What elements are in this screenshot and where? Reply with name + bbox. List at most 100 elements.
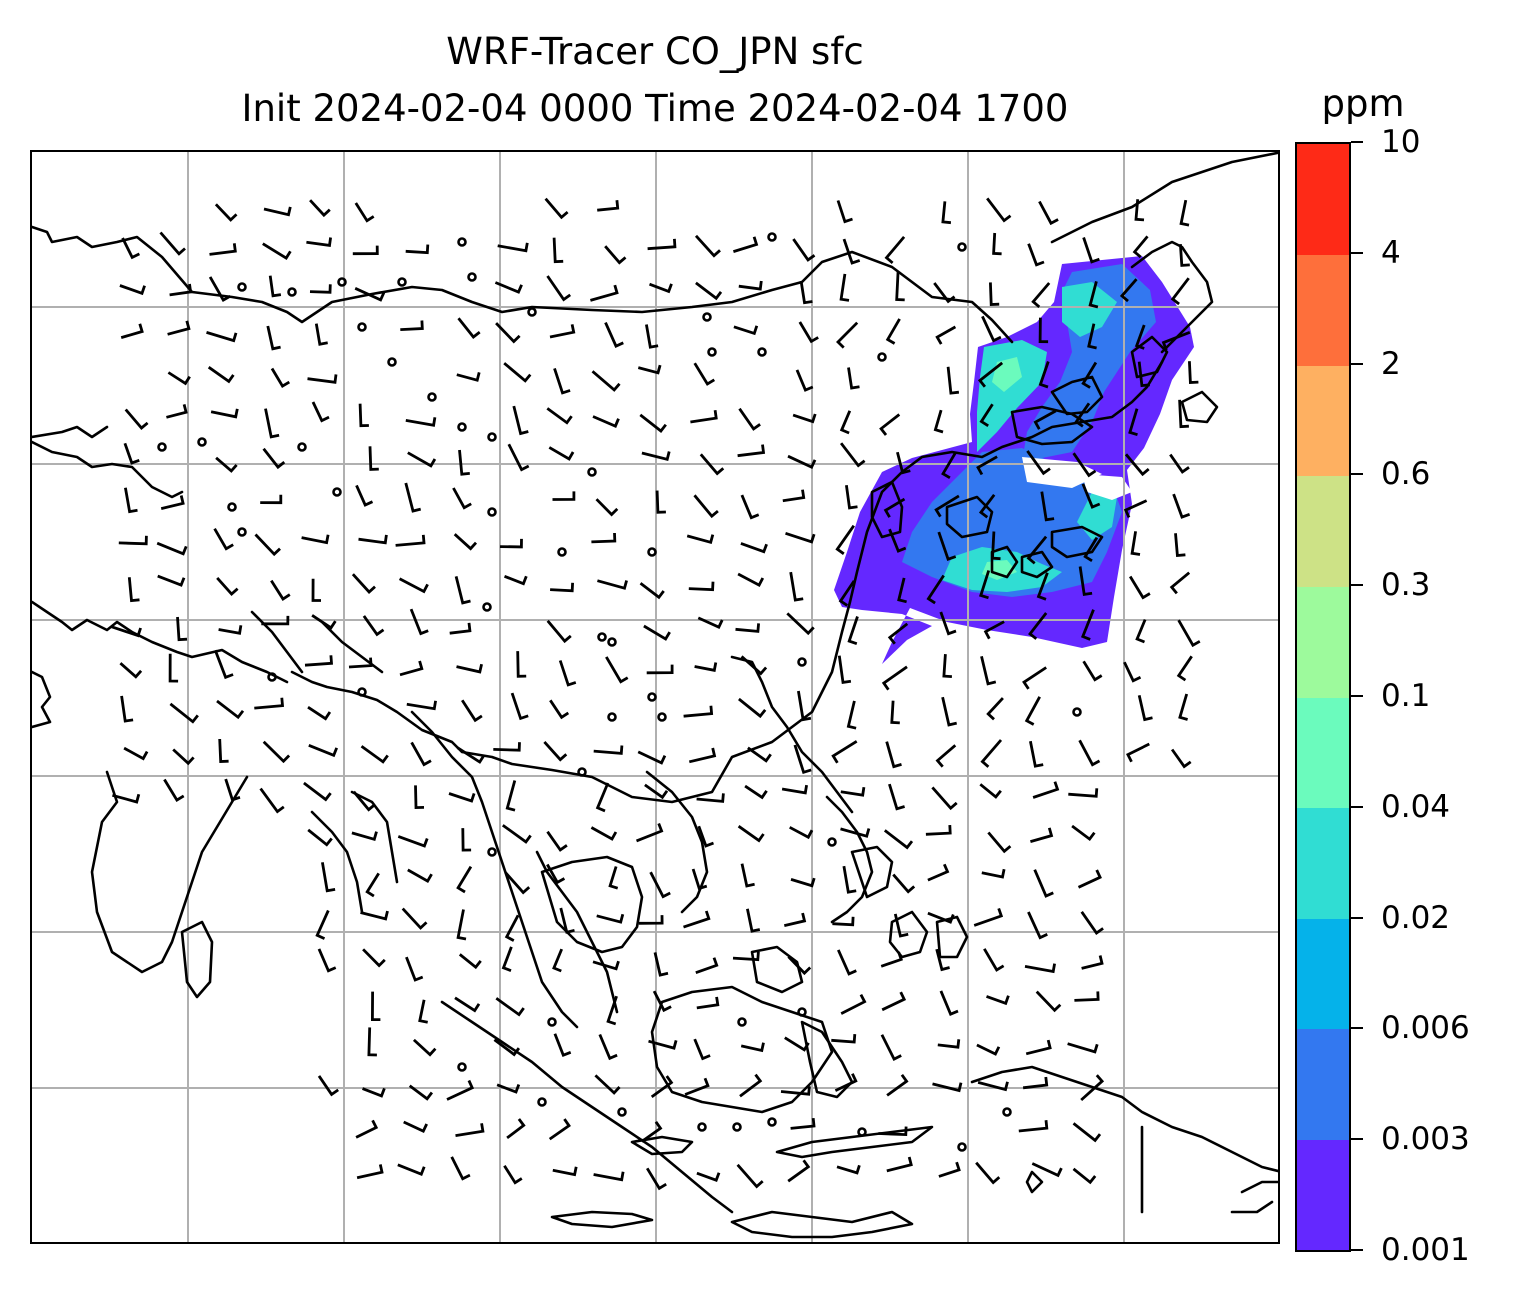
wind-barb bbox=[262, 242, 292, 261]
wind-barb bbox=[124, 408, 149, 430]
wind-barb bbox=[595, 782, 610, 813]
colorbar-segment bbox=[1297, 144, 1349, 256]
wind-barb bbox=[840, 786, 866, 797]
wind-barb bbox=[1083, 536, 1099, 562]
wind-barb bbox=[304, 655, 334, 667]
wind-barb bbox=[699, 453, 725, 476]
wind-barb bbox=[414, 785, 425, 810]
wind-barb bbox=[261, 615, 290, 626]
wind-barb bbox=[884, 235, 906, 264]
calm-wind-marker bbox=[647, 692, 657, 702]
calm-wind-marker bbox=[737, 1017, 747, 1027]
wind-barb bbox=[160, 495, 185, 510]
calm-wind-marker bbox=[332, 487, 342, 497]
wind-barb bbox=[404, 482, 422, 513]
wind-barb bbox=[935, 325, 957, 345]
wind-barb bbox=[163, 778, 185, 803]
colorbar-tick-label: 4 bbox=[1381, 234, 1401, 271]
wind-barb bbox=[1176, 655, 1193, 682]
wind-barb bbox=[408, 1084, 434, 1101]
wind-barb bbox=[886, 1156, 913, 1173]
colorbar-tick bbox=[1351, 362, 1363, 365]
wind-barb bbox=[986, 697, 1004, 721]
wind-barb bbox=[643, 624, 671, 641]
wind-barb bbox=[790, 1117, 816, 1130]
wind-barb bbox=[456, 372, 481, 382]
calm-wind-marker bbox=[487, 847, 497, 857]
wind-barb bbox=[880, 951, 903, 968]
wind-barb bbox=[1018, 1120, 1049, 1133]
coastline-path bbox=[32, 440, 184, 499]
wind-barb bbox=[1038, 317, 1049, 344]
wind-barb bbox=[942, 654, 952, 678]
colorbar-tick-label: 0.1 bbox=[1381, 678, 1431, 714]
wind-barb bbox=[1027, 243, 1045, 267]
wind-barb bbox=[552, 237, 564, 264]
wind-barb bbox=[696, 793, 725, 803]
wind-barb bbox=[883, 497, 906, 518]
wind-barb bbox=[738, 697, 767, 719]
wind-barb bbox=[1130, 531, 1141, 556]
wind-barb bbox=[1134, 324, 1146, 350]
wind-barb bbox=[597, 579, 628, 590]
wind-barb bbox=[1078, 566, 1093, 596]
wind-barb bbox=[593, 745, 624, 755]
calm-wind-marker bbox=[547, 1017, 557, 1027]
calm-wind-marker bbox=[697, 1122, 707, 1132]
coastline-path bbox=[730, 1210, 914, 1239]
wind-barb bbox=[976, 1043, 1001, 1056]
wind-barb bbox=[1033, 409, 1057, 430]
wind-barb bbox=[1072, 452, 1097, 478]
coastline-path bbox=[888, 910, 929, 959]
wind-barb bbox=[159, 231, 186, 256]
wind-barb bbox=[1025, 1039, 1052, 1056]
calm-wind-marker bbox=[557, 547, 567, 557]
wind-barb bbox=[262, 447, 286, 470]
wind-barb bbox=[546, 407, 573, 425]
map-panel[interactable] bbox=[30, 150, 1280, 1244]
colorbar-tick-label: 10 bbox=[1381, 124, 1421, 160]
calm-wind-marker bbox=[877, 352, 887, 362]
wind-barb bbox=[405, 956, 424, 982]
calm-wind-marker bbox=[457, 422, 467, 432]
wind-barb bbox=[370, 991, 381, 1021]
colorbar-tick bbox=[1351, 695, 1363, 697]
wind-barb bbox=[973, 907, 1004, 927]
wind-barb bbox=[311, 578, 321, 602]
wind-barb bbox=[746, 908, 761, 933]
wind-barb bbox=[590, 826, 618, 841]
wind-barb bbox=[259, 787, 285, 814]
wind-barb bbox=[836, 1164, 861, 1175]
wind-barb bbox=[688, 747, 717, 764]
wind-barb bbox=[254, 533, 281, 557]
wind-barb bbox=[365, 872, 380, 898]
wind-barb bbox=[461, 699, 483, 723]
wind-barb bbox=[1029, 740, 1044, 768]
wind-barb bbox=[120, 323, 144, 339]
wind-barb bbox=[879, 413, 901, 436]
calm-wind-marker bbox=[757, 347, 767, 357]
wind-barb bbox=[792, 413, 817, 424]
colorbar-tick bbox=[1351, 1249, 1363, 1251]
wind-barb bbox=[401, 907, 428, 930]
wind-barb bbox=[1169, 453, 1190, 474]
calm-wind-marker bbox=[797, 657, 807, 667]
wind-barb bbox=[303, 781, 332, 802]
wind-barb bbox=[935, 744, 957, 768]
wind-barb bbox=[367, 1027, 377, 1057]
wind-barb bbox=[112, 793, 141, 804]
wind-barb bbox=[595, 498, 619, 517]
calm-wind-marker bbox=[702, 312, 712, 322]
wind-barb bbox=[410, 741, 432, 767]
wind-barb bbox=[169, 283, 193, 297]
wind-barb bbox=[835, 524, 855, 555]
wind-barb bbox=[981, 315, 1002, 343]
wind-barb bbox=[1030, 827, 1054, 843]
co-tracer-plume bbox=[834, 256, 1194, 664]
wind-barb bbox=[693, 362, 716, 386]
wind-barb bbox=[1137, 361, 1150, 388]
wind-barb bbox=[740, 863, 755, 888]
calm-wind-marker bbox=[457, 237, 467, 247]
wind-barb bbox=[546, 863, 566, 885]
wind-barb bbox=[740, 1042, 765, 1053]
